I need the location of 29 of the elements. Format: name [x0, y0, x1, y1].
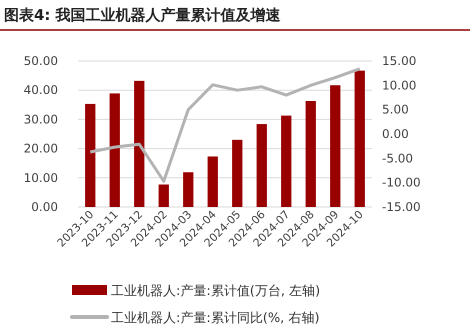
bar [208, 156, 218, 207]
legend-label: 工业机器人:产量:累计值(万台, 左轴) [111, 284, 320, 299]
legend-label: 工业机器人:产量:累计同比(%, 右轴) [111, 311, 320, 326]
y-tick-label: 0.00 [31, 200, 58, 214]
y2-tick-label: 0.00 [382, 127, 409, 141]
y2-tick-label: 10.00 [382, 78, 416, 92]
bar [306, 101, 316, 207]
y2-tick-label: 5.00 [382, 102, 409, 117]
y2-tick-label: -5.00 [382, 151, 414, 166]
y-tick-label: 50.00 [24, 54, 58, 68]
bar [158, 184, 169, 207]
line-series [88, 67, 362, 183]
y-tick-label: 20.00 [24, 142, 58, 156]
bar [354, 70, 365, 207]
bar [256, 124, 267, 207]
y-tick-label: 30.00 [24, 112, 58, 126]
chart-title: 图表4: 我国工业机器人产量累计值及增速 [4, 6, 282, 24]
bar [110, 93, 120, 207]
bar [85, 104, 96, 207]
bar [232, 140, 242, 207]
bar [281, 116, 292, 207]
bar [330, 85, 340, 207]
bar [183, 172, 194, 207]
bar [134, 80, 144, 207]
y-tick-label: 10.00 [24, 170, 58, 185]
y-tick-label: 40.00 [24, 83, 58, 98]
y2-tick-label: -10.00 [382, 176, 421, 190]
y2-tick-label: -15.00 [382, 200, 421, 214]
y2-tick-label: 15.00 [382, 54, 416, 68]
